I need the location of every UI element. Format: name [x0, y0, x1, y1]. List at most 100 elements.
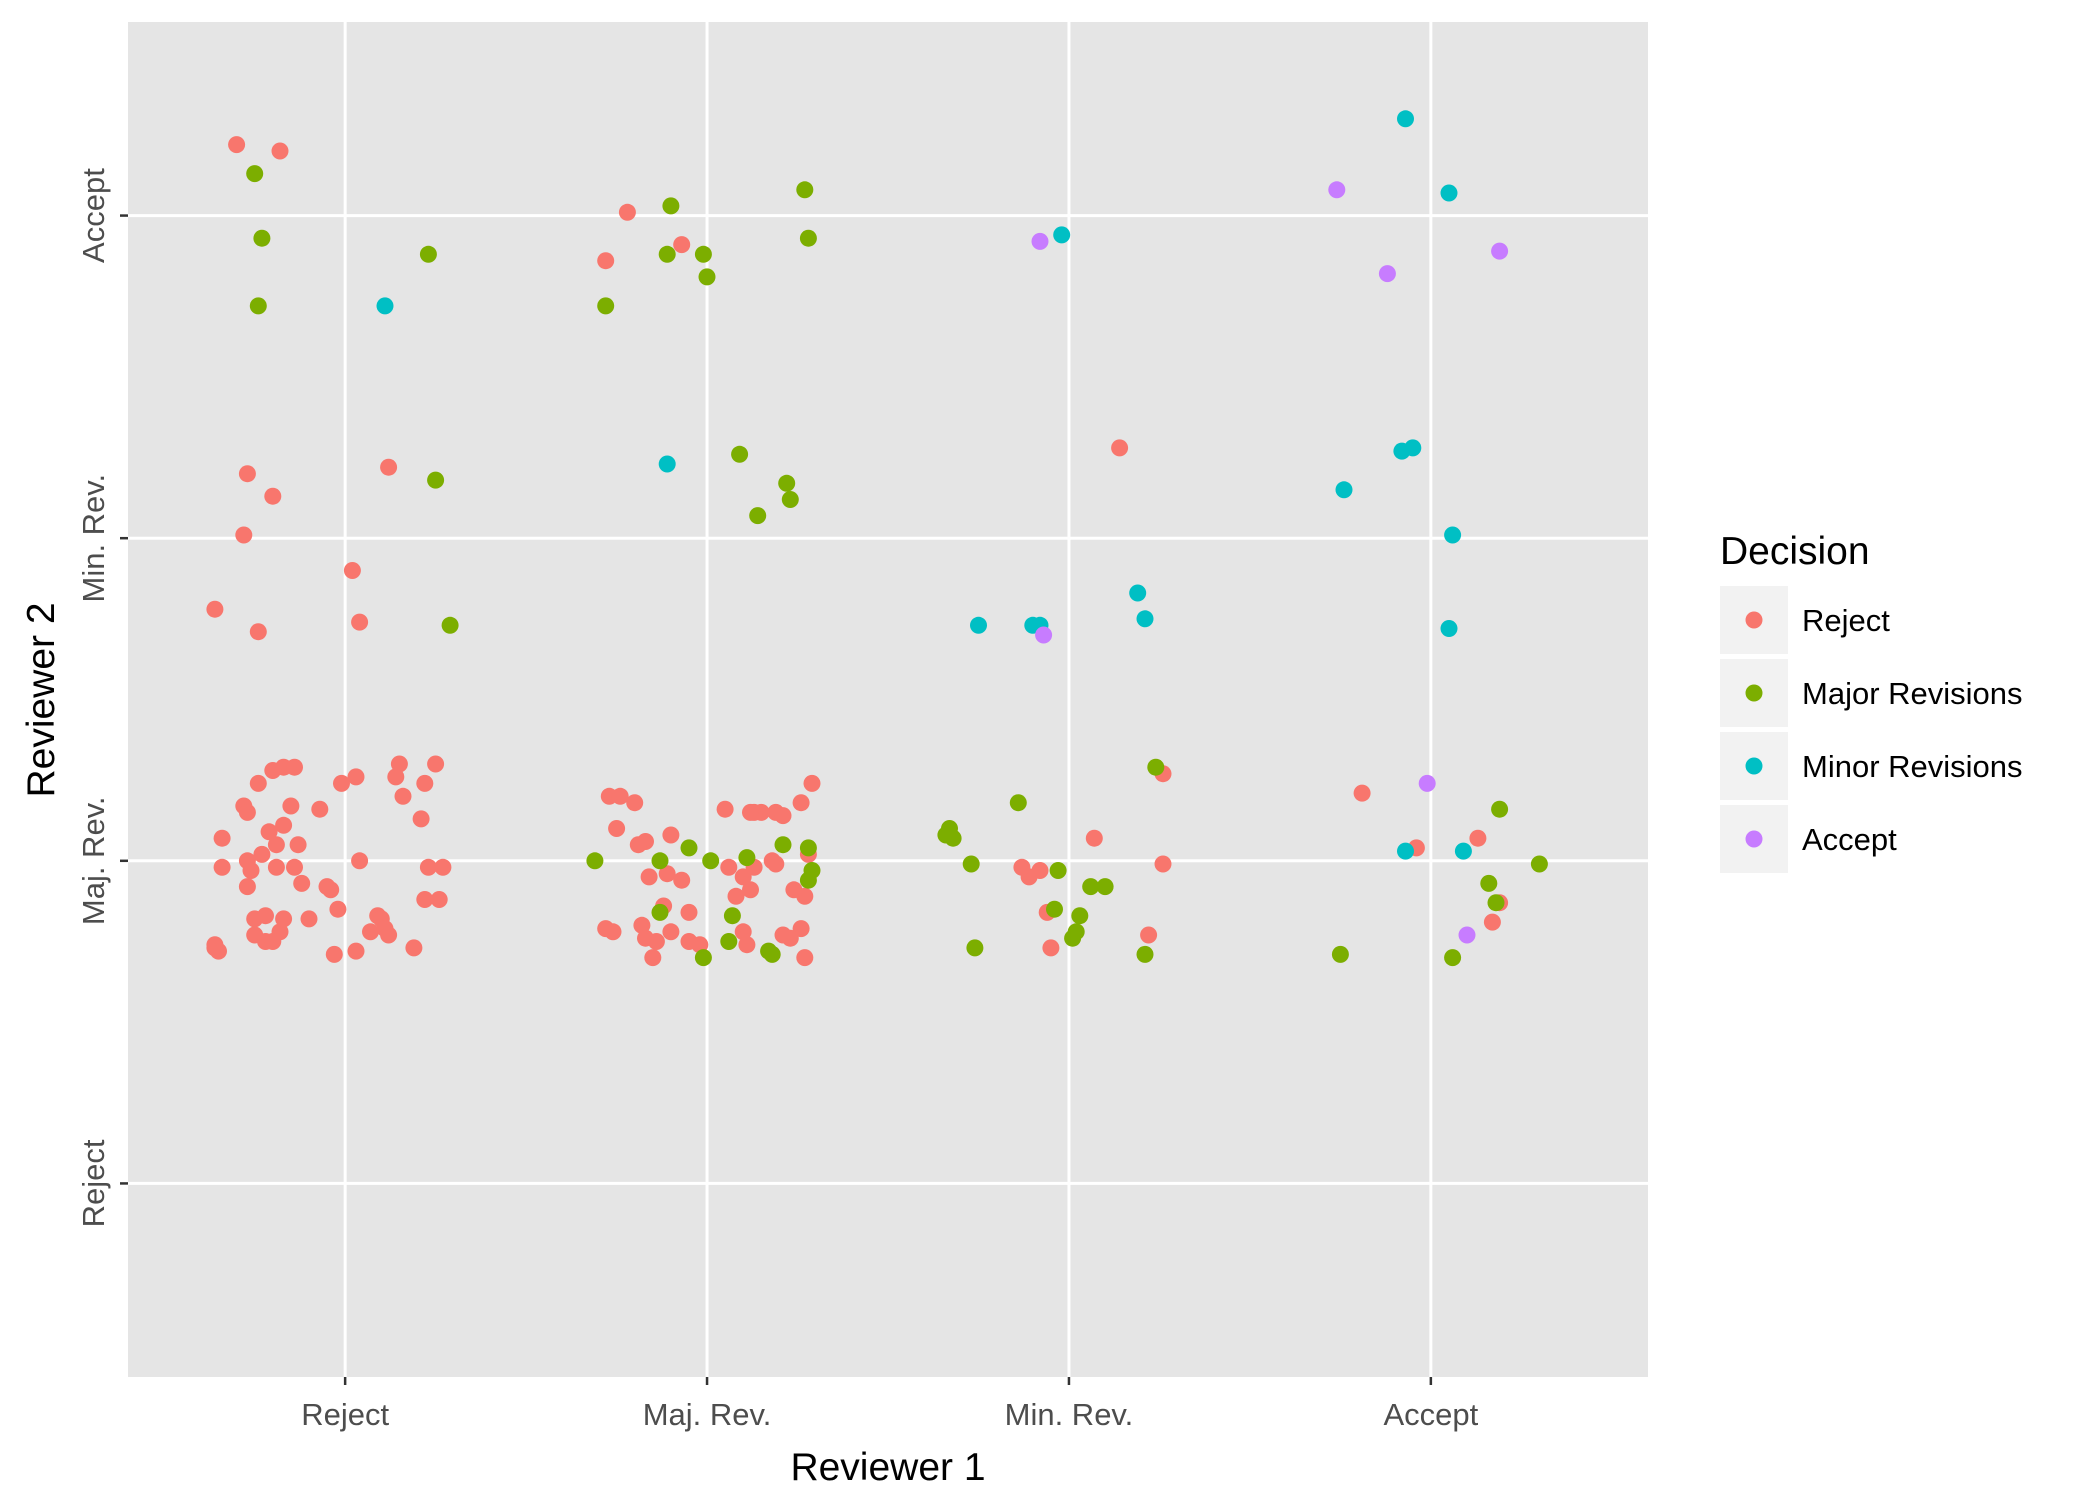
data-point	[427, 471, 445, 489]
axes: Reject Maj. Rev. Min. Rev. Accept Reject Maj.…	[76, 168, 1479, 1432]
data-point	[1491, 242, 1509, 260]
data-point	[1440, 184, 1458, 202]
data-point	[651, 903, 669, 921]
data-point	[796, 181, 814, 199]
y-axis-title: Reviewer 2	[20, 602, 63, 797]
plot-panel	[128, 22, 1648, 1377]
data-point	[742, 881, 759, 899]
data-point	[362, 923, 379, 941]
data-point	[1082, 878, 1100, 896]
data-point	[1454, 842, 1472, 860]
data-point	[405, 939, 423, 957]
x-tick-label: Min. Rev.	[1005, 1397, 1134, 1432]
data-point	[608, 820, 626, 837]
data-point	[1491, 800, 1509, 818]
data-point	[347, 768, 365, 786]
data-point	[1009, 794, 1027, 812]
data-point	[662, 826, 680, 844]
data-point	[1353, 784, 1371, 802]
data-point	[293, 874, 311, 892]
data-point	[1404, 439, 1422, 457]
data-point	[380, 926, 398, 944]
data-point	[228, 136, 246, 154]
data-point	[720, 858, 738, 876]
data-point	[1035, 626, 1053, 644]
legend-swatch	[1745, 757, 1763, 775]
data-point	[774, 836, 792, 854]
data-point	[1049, 862, 1067, 879]
data-point	[1031, 862, 1049, 879]
data-point	[242, 862, 260, 879]
data-point	[1397, 842, 1414, 860]
data-point	[694, 245, 712, 263]
data-point	[267, 858, 285, 876]
data-point	[611, 787, 629, 805]
data-point	[597, 252, 615, 270]
data-point	[1129, 584, 1147, 602]
data-point	[640, 868, 658, 886]
data-point	[249, 297, 267, 315]
data-point	[235, 526, 253, 544]
data-point	[434, 858, 452, 876]
data-point	[731, 445, 749, 463]
data-point	[1480, 874, 1498, 892]
legend-swatch	[1745, 611, 1763, 629]
legend-swatch	[1745, 830, 1763, 848]
data-point	[427, 755, 445, 773]
legend-label: Major Revisions	[1802, 676, 2023, 711]
data-point	[734, 923, 752, 941]
data-point	[633, 916, 651, 934]
data-point	[618, 203, 636, 221]
data-point	[238, 803, 256, 821]
data-point	[597, 920, 615, 938]
data-point	[658, 455, 676, 473]
data-point	[286, 758, 303, 776]
data-point	[430, 891, 448, 908]
data-point	[210, 942, 227, 960]
data-point	[343, 562, 361, 579]
data-point	[774, 926, 792, 944]
data-point	[799, 839, 817, 857]
data-point	[419, 858, 437, 876]
legend-label: Reject	[1802, 603, 1890, 638]
data-point	[673, 236, 691, 254]
data-point	[1487, 894, 1505, 912]
data-point	[253, 229, 271, 247]
data-point	[286, 858, 303, 876]
data-point	[1335, 481, 1353, 499]
data-point	[749, 507, 767, 525]
y-tick-label: Maj. Rev.	[76, 796, 111, 925]
legend-label: Accept	[1802, 822, 1897, 857]
data-point	[651, 852, 669, 870]
data-point	[803, 774, 821, 792]
data-point	[380, 458, 398, 476]
data-point	[419, 245, 437, 263]
data-point	[799, 871, 817, 889]
data-point	[238, 465, 256, 483]
data-point	[1444, 949, 1462, 967]
data-point	[282, 797, 300, 815]
data-point	[1483, 913, 1501, 931]
data-point	[662, 197, 680, 215]
data-point	[1136, 610, 1154, 628]
data-point	[206, 600, 224, 618]
data-point	[275, 816, 293, 834]
data-point	[1328, 181, 1346, 199]
data-point	[629, 836, 647, 854]
data-point	[213, 858, 231, 876]
data-point	[738, 936, 756, 954]
data-point	[387, 768, 405, 786]
data-point	[253, 845, 271, 863]
data-point	[673, 871, 691, 889]
data-point	[760, 942, 778, 960]
data-point	[586, 852, 604, 870]
x-tick-label: Accept	[1383, 1397, 1478, 1432]
data-point	[289, 836, 307, 854]
data-point	[597, 297, 615, 315]
data-point	[778, 474, 796, 492]
data-point	[680, 903, 698, 921]
data-point	[249, 623, 267, 641]
data-point	[416, 891, 434, 908]
data-point	[962, 855, 980, 873]
data-point	[781, 491, 799, 508]
